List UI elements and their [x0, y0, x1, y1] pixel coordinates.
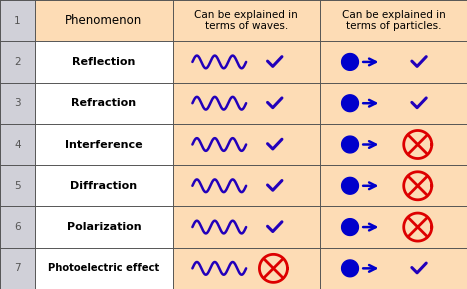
Bar	[35, 124, 173, 165]
Bar	[173, 248, 467, 289]
Bar	[173, 83, 467, 124]
Text: Diffraction: Diffraction	[71, 181, 137, 191]
Bar	[35, 83, 173, 124]
Polygon shape	[342, 95, 359, 112]
Text: 7: 7	[14, 263, 21, 273]
Text: 3: 3	[14, 98, 21, 108]
Bar	[35, 248, 173, 289]
Text: Polarization: Polarization	[67, 222, 141, 232]
Bar	[0, 0, 35, 41]
Text: Refraction: Refraction	[71, 98, 136, 108]
Bar	[173, 165, 467, 206]
Bar	[0, 83, 35, 124]
Polygon shape	[342, 260, 359, 277]
Text: Can be explained in
terms of particles.: Can be explained in terms of particles.	[341, 10, 446, 32]
Bar	[0, 206, 35, 248]
Text: 2: 2	[14, 57, 21, 67]
Polygon shape	[342, 219, 359, 236]
Bar	[35, 0, 467, 41]
Bar	[35, 165, 173, 206]
Text: 4: 4	[14, 140, 21, 149]
Bar	[35, 41, 173, 83]
Bar	[173, 41, 467, 83]
Bar	[35, 206, 173, 248]
Bar	[0, 124, 35, 165]
Bar	[173, 206, 467, 248]
Text: 1: 1	[14, 16, 21, 26]
Bar	[0, 248, 35, 289]
Bar	[0, 165, 35, 206]
Text: Phenomenon: Phenomenon	[65, 14, 142, 27]
Text: 6: 6	[14, 222, 21, 232]
Polygon shape	[342, 136, 359, 153]
Text: Interference: Interference	[65, 140, 143, 149]
Bar	[173, 124, 467, 165]
Bar	[0, 41, 35, 83]
Text: Can be explained in
terms of waves.: Can be explained in terms of waves.	[194, 10, 298, 32]
Text: Reflection: Reflection	[72, 57, 135, 67]
Text: Photoelectric effect: Photoelectric effect	[48, 263, 160, 273]
Polygon shape	[342, 177, 359, 194]
Polygon shape	[342, 53, 359, 70]
Text: 5: 5	[14, 181, 21, 191]
